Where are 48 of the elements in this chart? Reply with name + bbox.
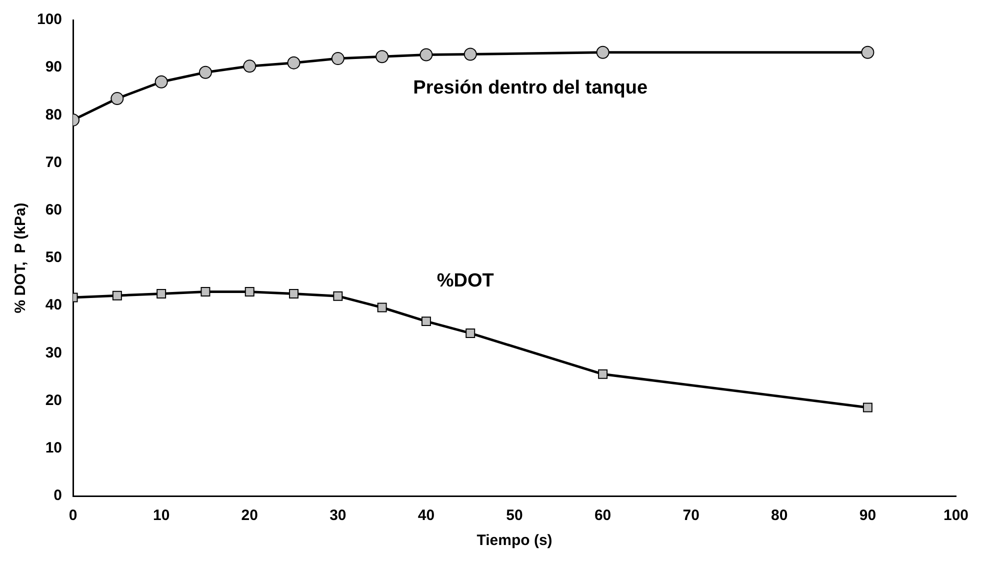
x-tick-label: 90 bbox=[859, 507, 876, 524]
y-tick-label: 40 bbox=[45, 296, 62, 314]
point bbox=[243, 60, 256, 73]
point bbox=[156, 288, 166, 298]
point bbox=[421, 316, 431, 326]
x-tick-label: 80 bbox=[771, 507, 788, 524]
point bbox=[331, 52, 344, 66]
series-label: Presión dentro del tanque bbox=[413, 78, 648, 99]
point bbox=[333, 291, 343, 301]
x-tick-label: 100 bbox=[943, 507, 969, 524]
x-tick-label: 20 bbox=[241, 507, 258, 524]
x-tick-label: 50 bbox=[506, 507, 523, 524]
point bbox=[198, 66, 212, 79]
y-tick-label: 10 bbox=[45, 440, 62, 457]
point bbox=[376, 50, 389, 64]
point bbox=[287, 56, 300, 70]
x-tick-label: 60 bbox=[594, 507, 612, 524]
x-tick-label: 40 bbox=[418, 507, 435, 524]
y-tick-label: 0 bbox=[54, 487, 62, 504]
x-tick-label: 30 bbox=[330, 507, 346, 524]
point bbox=[862, 402, 872, 412]
point bbox=[598, 369, 608, 379]
x-tick-label: 10 bbox=[152, 507, 170, 524]
x-tick-label: 70 bbox=[682, 507, 700, 524]
y-tick-label: 20 bbox=[45, 392, 62, 409]
point bbox=[861, 46, 874, 59]
series-label: %DOT bbox=[436, 270, 494, 292]
y-tick-label: 90 bbox=[45, 58, 62, 76]
y-axis-title: % DOT, P (kPa) bbox=[12, 202, 30, 314]
point bbox=[244, 287, 254, 297]
y-tick-label: 100 bbox=[36, 11, 62, 28]
point bbox=[110, 92, 124, 106]
point bbox=[289, 288, 299, 298]
point bbox=[200, 287, 210, 297]
y-tick-label: 80 bbox=[45, 106, 62, 124]
y-tick-label: 60 bbox=[45, 202, 62, 219]
y-tick-label: 30 bbox=[45, 344, 62, 362]
point bbox=[377, 302, 387, 312]
point bbox=[464, 48, 477, 61]
y-tick-label: 70 bbox=[45, 154, 62, 171]
x-axis-title: Tiempo (s) bbox=[476, 532, 552, 550]
point bbox=[112, 290, 122, 300]
point bbox=[466, 328, 476, 338]
point bbox=[154, 75, 168, 88]
point bbox=[420, 48, 433, 62]
x-tick-label: 0 bbox=[68, 507, 78, 524]
point bbox=[596, 46, 610, 59]
y-tick-label: 50 bbox=[45, 249, 62, 266]
